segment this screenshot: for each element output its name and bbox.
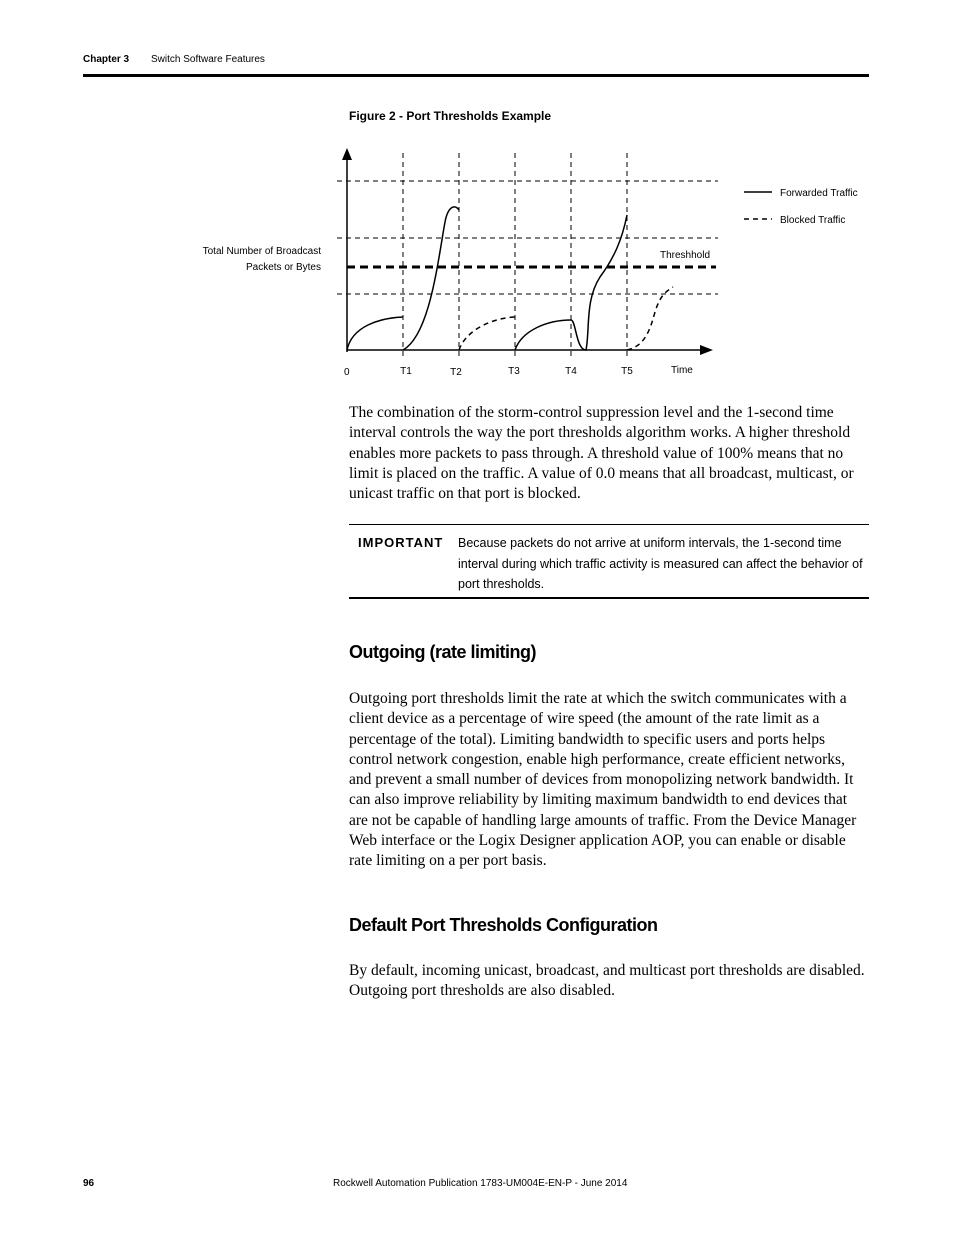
threshold-label: Threshhold xyxy=(660,250,710,261)
important-text: Because packets do not arrive at uniform… xyxy=(458,536,863,591)
figure: Total Number of Broadcast Packets or Byt… xyxy=(203,148,858,378)
x-tick-label: T1 xyxy=(400,366,412,377)
section-title: Switch Software Features xyxy=(151,54,265,65)
x-tick-label: T2 xyxy=(450,367,462,378)
x-tick-label: T3 xyxy=(508,366,520,377)
section-heading: Outgoing (rate limiting) xyxy=(349,642,536,662)
section-heading: Default Port Thresholds Configuration xyxy=(349,915,658,935)
paragraph: By default, incoming unicast, broadcast,… xyxy=(349,962,865,1000)
y-axis-label: Packets or Bytes xyxy=(246,262,321,273)
page-number: 96 xyxy=(83,1178,95,1189)
figure-caption: Figure 2 - Port Thresholds Example xyxy=(349,109,552,123)
x-axis-label: Time xyxy=(671,365,693,376)
y-axis-label: Total Number of Broadcast xyxy=(203,246,322,257)
chapter: Chapter 3 xyxy=(83,54,130,65)
legend-entry: Blocked Traffic xyxy=(780,215,845,226)
origin-label: 0 xyxy=(344,367,350,378)
legend-entry: Forwarded Traffic xyxy=(780,188,858,199)
x-tick-label: T5 xyxy=(621,366,633,377)
x-tick-label: T4 xyxy=(565,366,577,377)
header-rule xyxy=(83,74,869,77)
publication: Rockwell Automation Publication 1783-UM0… xyxy=(333,1178,628,1189)
paragraph: Outgoing port thresholds limit the rate … xyxy=(349,690,857,870)
important-box: IMPORTANT Because packets do not arrive … xyxy=(349,524,869,599)
paragraph: The combination of the storm-control sup… xyxy=(349,404,854,503)
important-label: IMPORTANT xyxy=(358,535,444,550)
